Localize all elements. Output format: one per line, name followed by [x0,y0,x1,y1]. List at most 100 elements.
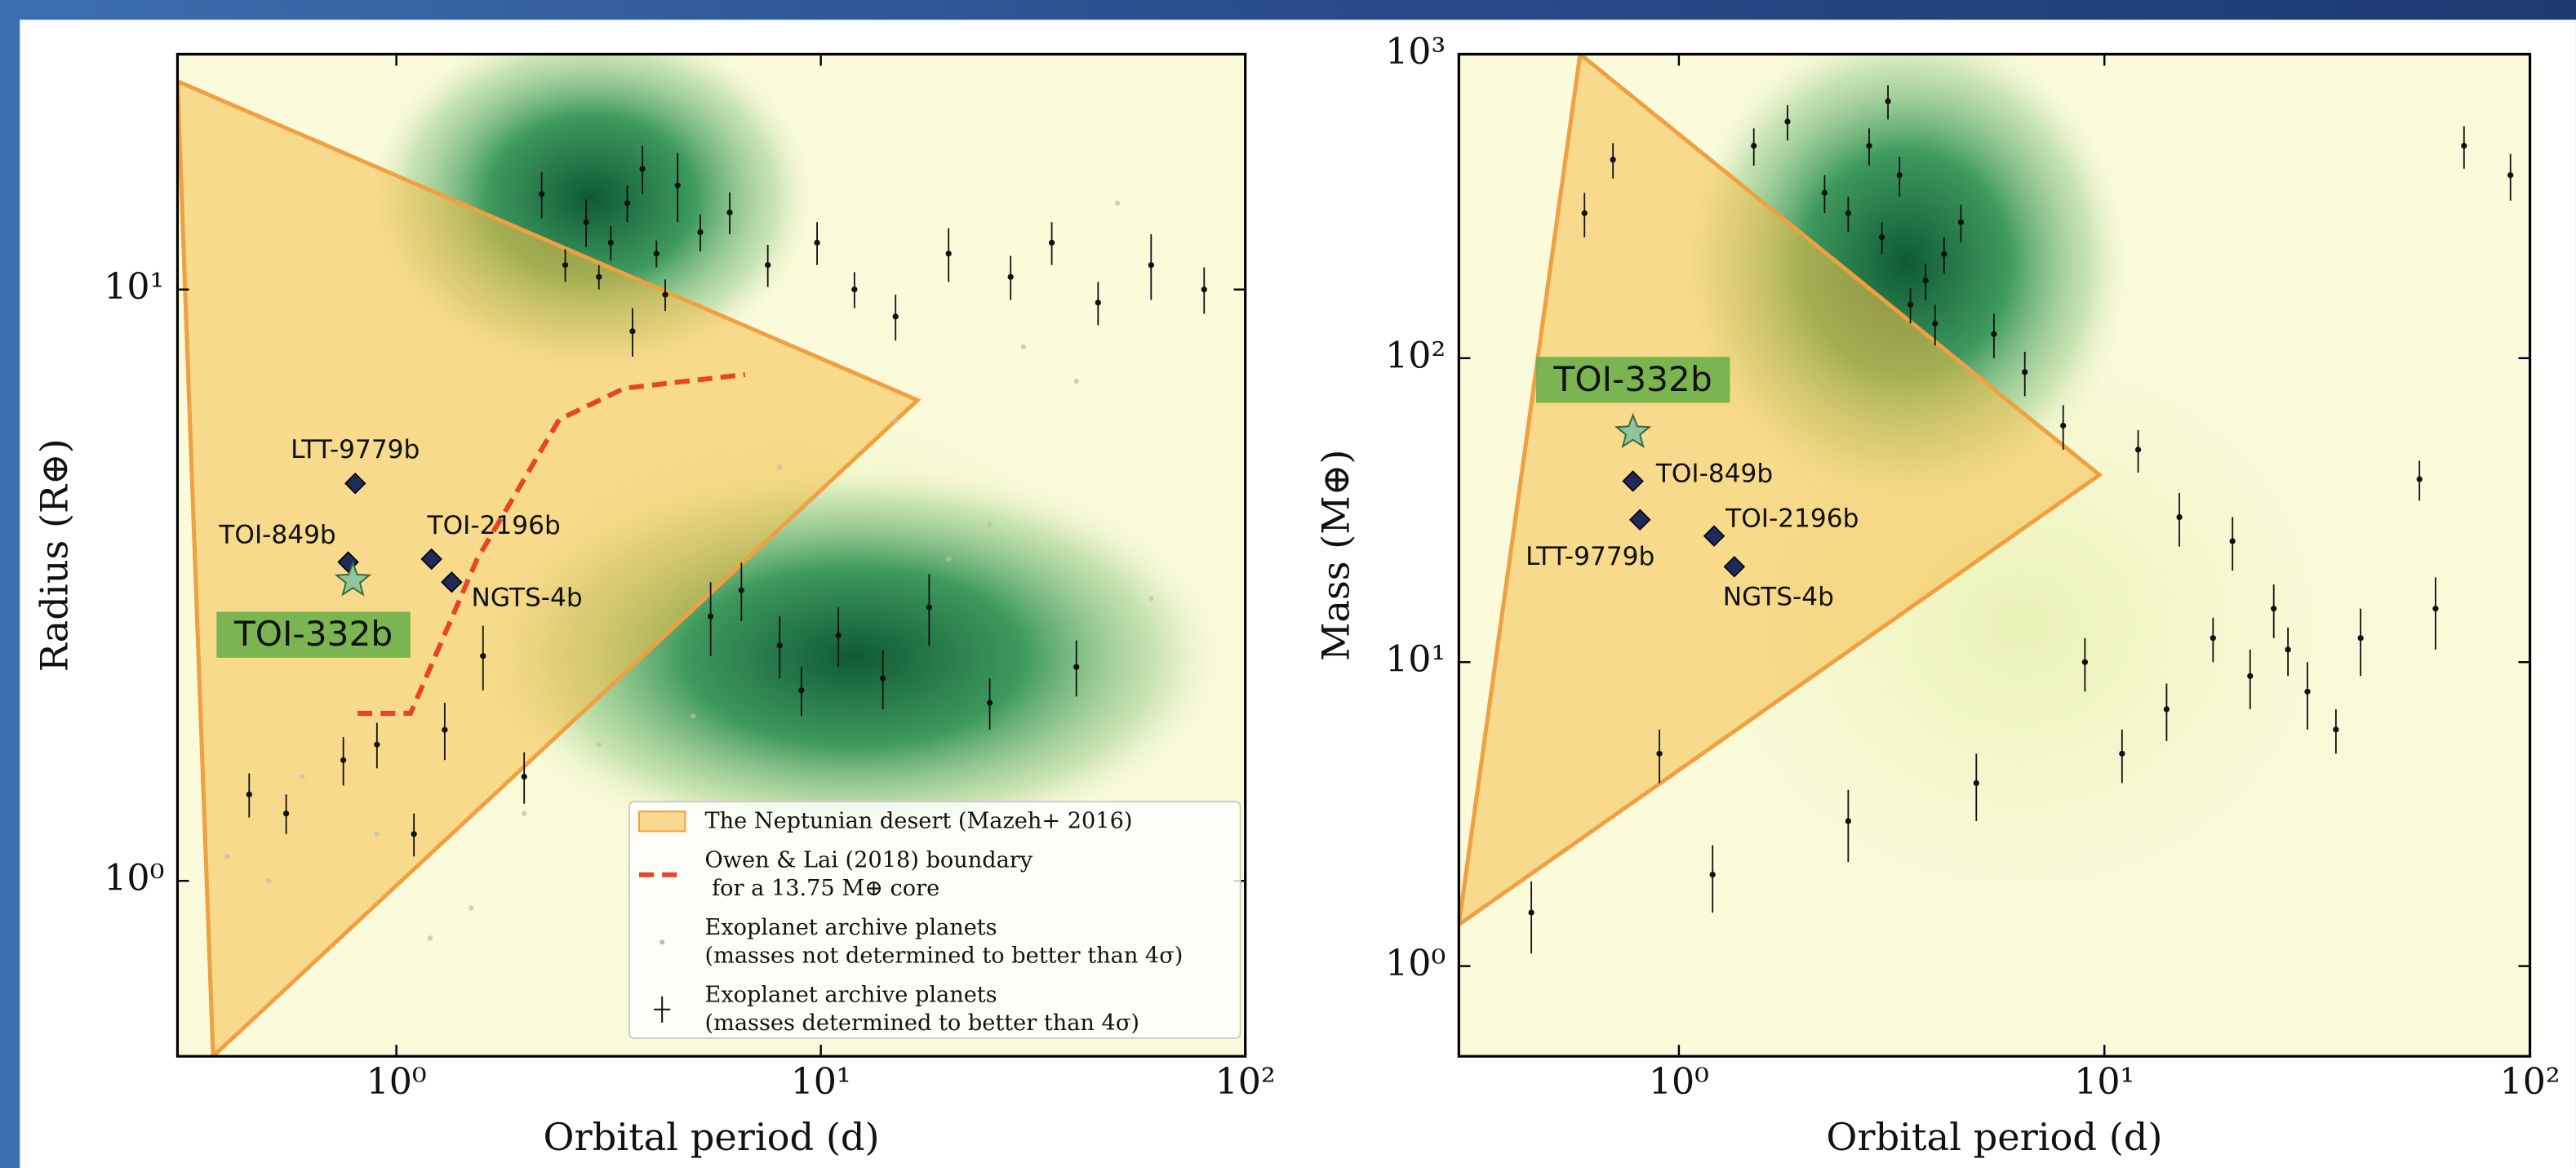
planet-point [1991,331,1996,337]
planet-point [814,240,819,246]
planet-point [880,675,886,681]
planet-point [662,291,668,297]
planet-point [629,328,635,334]
planet-point [1879,234,1885,240]
planet-point [2333,726,2338,732]
x-axis-label: Orbital period (d) [544,1115,880,1159]
planet-point [246,792,252,797]
planet-label: LTT-9779b [291,435,420,464]
planet-label: NGTS-4b [472,583,583,612]
planet-point [1528,909,1534,915]
planet-point-unconstrained [428,935,433,940]
planet-point [2060,423,2066,429]
planet-point [596,274,602,280]
planet-point [639,166,645,171]
planet-point [654,251,660,256]
y-tick-label: 10³ [1385,31,1446,73]
y-axis-label: Mass (M⊕) [1313,450,1357,661]
y-axis-label: Radius (R⊕) [33,438,77,672]
planet-point [726,210,732,215]
planet-point [2461,143,2467,149]
planet-point [2432,606,2438,611]
planet-point-unconstrained [1021,344,1026,349]
planet-point [374,742,380,748]
planet-point [1897,172,1903,178]
planet-point [2357,635,2363,641]
planet-label: TOI-332b [233,614,393,654]
planet-point [1610,157,1616,162]
legend-label: The Neptunian desert (Mazeh+ 2016) [705,808,1133,833]
planet-point-unconstrained [987,522,992,527]
page: {"chart_data": [ {"type": "scatter", "xl… [0,0,2576,1168]
planet-point [539,191,544,197]
planet-point [1958,220,1964,225]
figure: LTT-9779b TOI-849b TOI-332b TOI-2196b NGTS-4… [0,0,2576,1168]
planet-point [836,633,842,638]
planet-point [480,653,486,659]
planet-point [1932,321,1938,326]
planet-point [2247,673,2253,679]
planet-point [2164,706,2170,712]
planet-point [1751,143,1757,149]
planet-point [708,614,713,620]
planet-point [442,727,447,733]
planet-label: NGTS-4b [1723,583,1834,612]
y-tick-label: 10¹ [1385,639,1446,681]
planet-point [1049,240,1055,246]
x-tick-label: 10² [1215,1061,1276,1103]
planet-point [1941,251,1947,257]
planet-point [2507,172,2513,178]
planet-point [1845,818,1851,824]
planet-point-unconstrained [893,418,898,423]
planet-point [2304,689,2310,695]
planet-point [675,183,681,189]
planet-point [1008,274,1014,280]
y-tick-label: 10⁰ [1385,943,1446,984]
planet-point [946,251,952,256]
planet-point [798,687,804,693]
planet-point [1784,118,1790,124]
planet-label: LTT-9779b [1526,542,1654,571]
planet-point [2176,514,2182,520]
planet-point [562,262,568,268]
x-tick-label: 10⁰ [366,1061,427,1103]
planet-point [2271,606,2276,611]
planet-point [1095,300,1101,305]
planet-point [1974,780,1979,786]
planet-point-unconstrained [597,742,602,747]
legend-swatch [639,811,685,831]
planet-point [1822,190,1828,196]
planet-point [608,240,614,246]
planet-point [522,774,527,779]
planet-point [2119,751,2125,757]
planet-point [411,831,417,837]
planet-label: TOI-849b [1655,459,1773,488]
planet-point-unconstrained [266,878,271,883]
planet-point [340,757,346,763]
planet-point-unconstrained [469,905,473,910]
planet-point [1582,211,1588,216]
planet-point [624,200,630,206]
planet-point [1148,262,1154,268]
planet-point [765,262,771,268]
planet-point [2210,635,2216,641]
planet-point [1710,872,1716,877]
planet-point [1885,98,1890,104]
planet-point [987,699,993,705]
planet-label: TOI-332b [1553,359,1712,399]
planet-point [1908,302,1913,308]
planet-point-unconstrained [375,832,380,837]
planet-point-unconstrained [224,854,229,859]
planet-point [584,220,589,225]
planet-point-unconstrained [777,465,782,470]
planet-point-unconstrained [946,557,951,562]
x-axis-label: Orbital period (d) [1826,1115,2162,1159]
planet-point [283,810,289,816]
planet-point [2230,538,2236,544]
planet-point [1656,751,1662,757]
planet-point [893,313,899,319]
planet-label: TOI-2196b [1725,504,1859,534]
planet-point-unconstrained [1074,379,1079,384]
planet-point [739,588,744,593]
planet-point [2417,476,2423,482]
